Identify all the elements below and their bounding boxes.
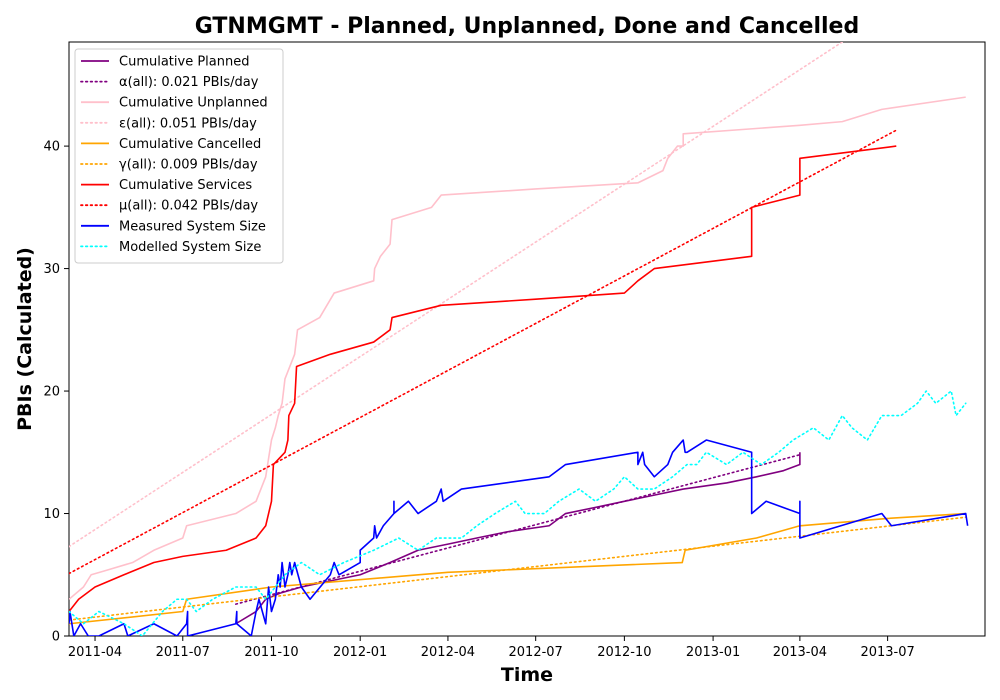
series-line-cumulative-cancelled-4 — [69, 512, 966, 625]
x-tick-label: 2012-07 — [509, 645, 563, 660]
y-tick-label: 0 — [52, 630, 60, 645]
series-line-modelled-system-size-9 — [69, 390, 967, 636]
x-axis-label: Time — [501, 664, 553, 686]
legend-label-all-0-051-pbis-day-3: ε(all): 0.051 PBIs/day — [119, 116, 257, 131]
series-line-all-0-021-pbis-day-1 — [235, 453, 801, 605]
legend-label-all-0-021-pbis-day-1: α(all): 0.021 PBIs/day — [119, 75, 259, 90]
x-tick-label: 2011-10 — [244, 645, 298, 660]
y-tick-label: 40 — [43, 140, 60, 155]
x-tick-label: 2012-10 — [597, 645, 651, 660]
legend-label-cumulative-cancelled-4: Cumulative Cancelled — [119, 137, 261, 152]
y-tick-label: 10 — [43, 507, 60, 522]
series-line-all-0-009-pbis-day-5 — [69, 516, 967, 621]
x-tick-label: 2013-04 — [773, 645, 827, 660]
plot-frame — [68, 41, 986, 637]
legend: Cumulative Planned α(all): 0.021 PBIs/day… — [74, 48, 284, 264]
x-tick-label: 2013-07 — [860, 645, 914, 660]
series-line-all-0-051-pbis-day-3 — [69, 42, 844, 548]
x-tick-label: 2012-01 — [333, 645, 387, 660]
legend-label-cumulative-services-6: Cumulative Services — [119, 178, 252, 193]
series-line-cumulative-unplanned-2 — [69, 96, 966, 600]
legend-label-all-0-042-pbis-day-7: μ(all): 0.042 PBIs/day — [119, 199, 258, 214]
x-tick-label: 2011-04 — [68, 645, 122, 660]
legend-box — [74, 48, 284, 264]
x-tick-label: 2011-07 — [156, 645, 210, 660]
x-tick-label: 2012-04 — [421, 645, 475, 660]
legend-label-measured-system-size-8: Measured System Size — [119, 219, 266, 234]
y-tick-label: 20 — [43, 385, 60, 400]
series-line-measured-system-size-8 — [69, 439, 969, 636]
y-axis-label: PBIs (Calculated) — [14, 247, 36, 431]
series-line-cumulative-planned-0 — [235, 452, 801, 625]
series-layer — [69, 42, 969, 636]
chart-title: GTNMGMT - Planned, Unplanned, Done and C… — [195, 14, 859, 39]
legend-label-modelled-system-size-9: Modelled System Size — [119, 240, 261, 255]
ticks-layer: 2011-04 2011-07 2011-10 2012-01 2012-04 2012-… — [43, 140, 914, 660]
y-tick-label: 30 — [43, 262, 60, 277]
x-tick-label: 2013-01 — [686, 645, 740, 660]
legend-label-cumulative-planned-0: Cumulative Planned — [119, 55, 249, 70]
series-line-cumulative-services-6 — [69, 145, 897, 613]
series-line-all-0-042-pbis-day-7 — [69, 129, 898, 575]
legend-label-all-0-009-pbis-day-5: γ(all): 0.009 PBIs/day — [119, 158, 258, 173]
legend-label-cumulative-unplanned-2: Cumulative Unplanned — [119, 96, 268, 111]
